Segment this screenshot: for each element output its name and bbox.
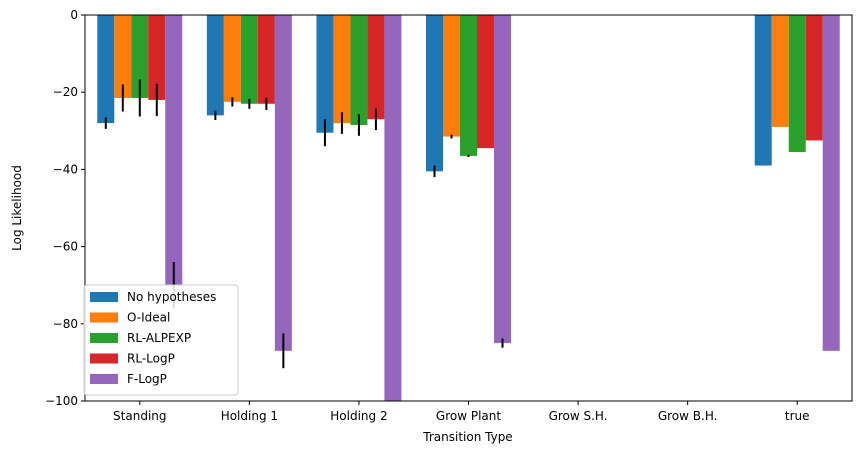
x-tick-label-grow-s-h: Grow S.H. (549, 409, 608, 423)
legend-label-f-logp: F-LogP (127, 372, 167, 386)
bar-f-logp-holding-2 (384, 15, 402, 401)
bar-o-ideal-holding-2 (333, 15, 351, 124)
y-tick-label-2: −40 (53, 162, 78, 176)
legend: No hypotheses O-Ideal RL-ALPEXP RL-LogP F-Lo… (83, 284, 239, 396)
x-tick-label-grow-b-h: Grow B.H. (658, 409, 718, 423)
bar-rl-alpexp-holding-2 (350, 15, 368, 126)
y-tick-label-5: −100 (45, 394, 78, 408)
bar-f-logp-standing (165, 15, 183, 286)
bar-no-hypotheses-holding-2 (316, 15, 334, 133)
bar-rl-logp-standing (148, 15, 166, 100)
bar-no-hypotheses-standing (97, 15, 115, 124)
x-tick-label-true: true (785, 409, 810, 423)
legend-swatch-rl-logp (90, 353, 118, 364)
bar-no-hypotheses-grow-plant (426, 15, 443, 172)
bar-rl-alpexp-holding-1 (240, 15, 258, 104)
bar-f-logp-holding-1 (274, 15, 292, 351)
legend-label-no-hypotheses: No hypotheses (127, 290, 216, 304)
bar-rl-logp-grow-plant (477, 15, 494, 149)
bar-rl-logp-true (805, 15, 823, 141)
bar-rl-alpexp-true (788, 15, 806, 153)
x-tick-label-standing: Standing (113, 409, 166, 423)
y-tick-label-4: −80 (53, 317, 78, 331)
bar-no-hypotheses-true (754, 15, 772, 166)
x-axis-title: Transition Type (422, 430, 512, 444)
y-axis-title: Log Likelihood (10, 165, 24, 251)
legend-label-rl-alpexp: RL-ALPEXP (127, 331, 191, 345)
legend-swatch-rl-alpexp (90, 333, 118, 343)
legend-swatch-o-ideal (90, 312, 118, 323)
legend-label-rl-logp: RL-LogP (127, 352, 175, 366)
bar-rl-logp-holding-1 (257, 15, 275, 104)
legend-box (83, 284, 239, 396)
bar-f-logp-true (822, 15, 840, 351)
bar-rl-alpexp-grow-plant (460, 15, 477, 156)
bar-no-hypotheses-holding-1 (206, 15, 224, 116)
bars-layer (97, 15, 840, 401)
legend-swatch-f-logp (90, 374, 118, 384)
x-tick-label-holding-2: Holding 2 (330, 409, 387, 423)
y-axis: 0 −20 −40 −60 −80 −100 (45, 8, 85, 408)
y-tick-label-0: 0 (70, 8, 78, 22)
x-axis: Standing Holding 1 Holding 2 Grow Plant Grow… (113, 401, 810, 423)
bar-o-ideal-standing (114, 15, 132, 98)
y-tick-label-1: −20 (53, 85, 78, 99)
bar-f-logp-grow-plant (494, 15, 511, 344)
bar-rl-alpexp-standing (131, 15, 149, 98)
bar-rl-logp-holding-2 (367, 15, 385, 120)
x-tick-label-grow-plant: Grow Plant (436, 409, 501, 423)
legend-label-o-ideal: O-Ideal (127, 311, 170, 325)
bar-o-ideal-holding-1 (223, 15, 241, 102)
y-tick-label-3: −60 (53, 240, 78, 254)
x-tick-label-holding-1: Holding 1 (221, 409, 278, 423)
legend-swatch-no-hypotheses (90, 292, 118, 302)
bar-o-ideal-true (771, 15, 789, 127)
bar-o-ideal-grow-plant (443, 15, 460, 137)
